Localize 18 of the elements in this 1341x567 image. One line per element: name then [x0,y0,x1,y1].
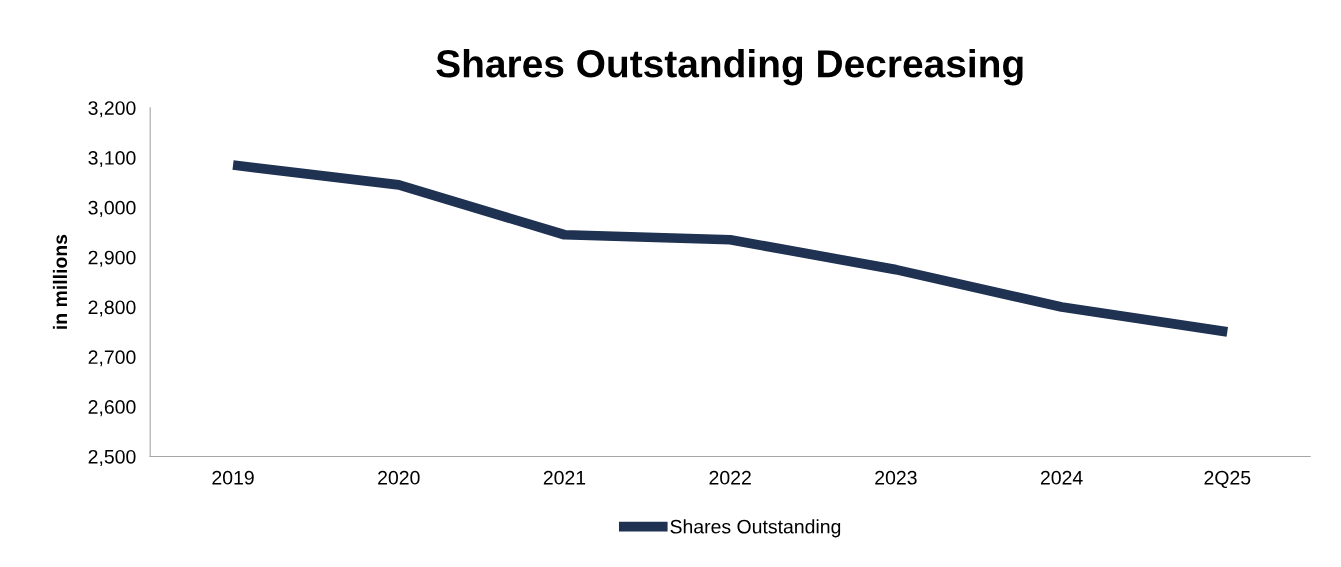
y-tick-label: 2,500 [88,449,136,466]
y-tick-label: 3,100 [88,151,136,168]
x-tick-label: 2020 [378,470,420,485]
y-tick-label: 3,000 [88,200,136,217]
y-tick-label: 3,200 [88,101,136,118]
x-tick-label: 2024 [1040,470,1083,485]
y-tick-label: 2,700 [88,350,136,367]
x-tick-label: 2022 [709,470,751,485]
chart-title: Shares Outstanding Decreasing [436,48,1023,86]
y-tick-label: 2,900 [88,250,136,267]
x-tick-label: 2021 [543,470,586,485]
y-tick-label: 2,800 [88,300,136,317]
x-tick-label: 2019 [212,470,254,485]
legend-label: Shares Outstanding [670,519,841,538]
y-axis-title: in millions [52,234,68,329]
y-tick-label: 2,600 [88,400,136,417]
x-tick-label: 2Q25 [1204,470,1251,489]
x-tick-label: 2023 [875,470,917,485]
